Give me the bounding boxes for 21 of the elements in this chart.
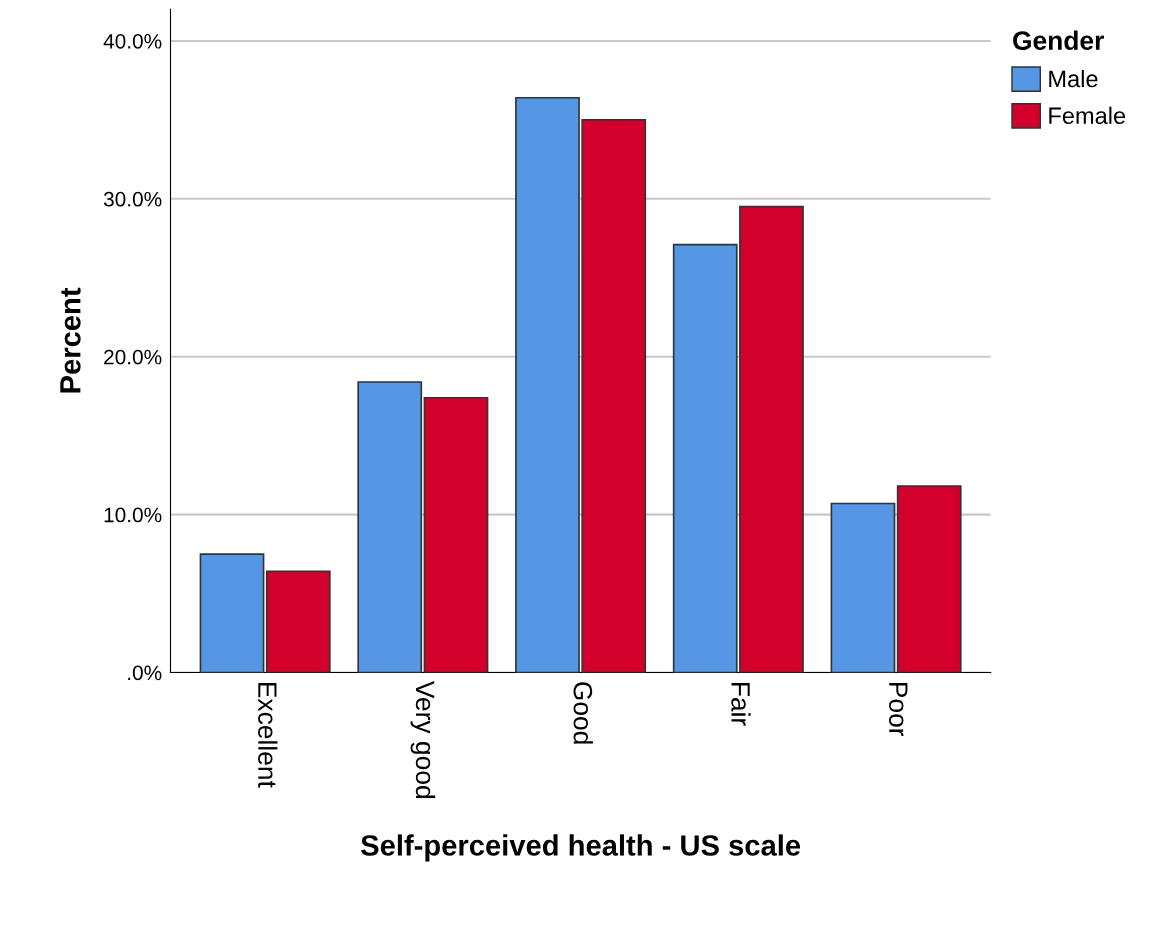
x-tick-label: Poor — [888, 682, 908, 737]
y-tick-label: 40.0% — [103, 33, 162, 49]
y-tick-label: 30.0% — [103, 191, 162, 207]
x-tick-label: Good — [573, 682, 593, 744]
legend-title: Gender — [1013, 30, 1104, 50]
bar — [423, 396, 489, 673]
y-tick-label: 10.0% — [104, 507, 162, 523]
x-tick-label: Fair — [731, 682, 751, 726]
x-tick-label: Excellent — [258, 682, 278, 788]
bar — [830, 502, 896, 673]
legend-label: Female — [1049, 106, 1126, 125]
bar — [199, 553, 265, 673]
y-axis-title: Percent — [60, 287, 81, 393]
bar — [357, 381, 423, 673]
legend-label: Male — [1049, 69, 1098, 88]
x-tick-label: Very good — [410, 680, 436, 798]
bar — [265, 570, 331, 673]
bar — [896, 485, 962, 673]
x-axis-title: Self-perceived health - US scale — [361, 834, 801, 862]
y-tick-label: 20.0% — [104, 349, 162, 365]
y-tick-label: .0% — [128, 665, 162, 681]
